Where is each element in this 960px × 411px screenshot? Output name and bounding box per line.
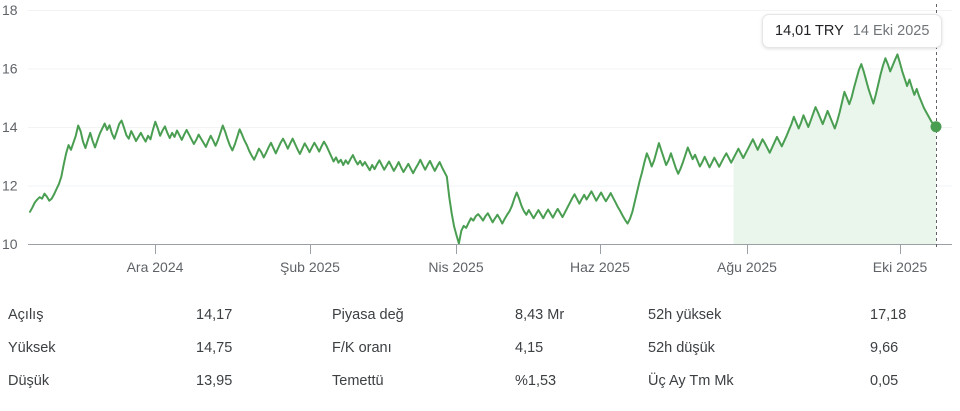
svg-text:18: 18 xyxy=(2,2,18,18)
chart-canvas[interactable]: 10 12 14 16 18 Ara 2024 Şub 2025 Nis 2025 Haz 2… xyxy=(0,0,960,282)
stat-label: 52h yüksek xyxy=(648,306,722,323)
stat-value: %1,53 xyxy=(515,372,557,389)
stat-value: 14,17 xyxy=(196,306,233,323)
price-tooltip: 14,01 TRY 14 Eki 2025 xyxy=(762,14,943,48)
stat-value: 17,18 xyxy=(870,306,907,323)
stat-value: 4,15 xyxy=(515,339,544,356)
stat-value: 9,66 xyxy=(870,339,899,356)
stats-column-2: Piyasa değ 8,43 Mr F/K oranı 4,15 Temett… xyxy=(324,284,640,411)
svg-text:14: 14 xyxy=(2,119,18,135)
stat-row: 52h yüksek 17,18 xyxy=(648,298,960,331)
stat-row: Üç Ay Tm Mk 0,05 xyxy=(648,364,960,397)
svg-text:12: 12 xyxy=(2,178,18,194)
svg-text:16: 16 xyxy=(2,61,18,77)
x-axis-labels: Ara 2024 Şub 2025 Nis 2025 Haz 2025 Ağu 2025… xyxy=(127,259,928,275)
tooltip-date: 14 Eki 2025 xyxy=(852,23,930,39)
stats-column-3: 52h yüksek 17,18 52h düşük 9,66 Üç Ay Tm… xyxy=(640,284,960,411)
stat-row: Temettü %1,53 xyxy=(332,364,640,397)
stats-column-1: Açılış 14,17 Yüksek 14,75 Düşük 13,95 xyxy=(0,284,324,411)
stat-row: 52h düşük 9,66 xyxy=(648,331,960,364)
stat-row: Düşük 13,95 xyxy=(8,364,324,397)
stat-value: 14,75 xyxy=(196,339,233,356)
price-line xyxy=(29,53,937,245)
stat-label: 52h düşük xyxy=(648,339,715,356)
stat-row: Piyasa değ 8,43 Mr xyxy=(332,298,640,331)
svg-text:Nis 2025: Nis 2025 xyxy=(428,259,483,275)
stat-label: Piyasa değ xyxy=(332,306,404,323)
stat-label: Açılış xyxy=(8,306,44,323)
stats-table: Açılış 14,17 Yüksek 14,75 Düşük 13,95 Pi… xyxy=(0,284,960,411)
stat-value: 0,05 xyxy=(870,372,899,389)
svg-text:10: 10 xyxy=(2,236,18,252)
stat-label: F/K oranı xyxy=(332,339,392,356)
stat-label: Düşük xyxy=(8,372,50,389)
stat-label: Üç Ay Tm Mk xyxy=(648,372,734,389)
tooltip-price: 14,01 TRY xyxy=(775,23,844,39)
svg-text:Şub 2025: Şub 2025 xyxy=(280,259,340,275)
stat-value: 13,95 xyxy=(196,372,233,389)
y-axis-labels: 10 12 14 16 18 xyxy=(2,2,18,252)
stat-label: Yüksek xyxy=(8,339,56,356)
stat-value: 8,43 Mr xyxy=(515,306,565,323)
svg-text:Ağu 2025: Ağu 2025 xyxy=(717,259,777,275)
price-area-fill xyxy=(733,54,936,245)
price-chart[interactable]: 10 12 14 16 18 Ara 2024 Şub 2025 Nis 2025 Haz 2… xyxy=(0,0,960,282)
svg-text:Ara 2024: Ara 2024 xyxy=(127,259,184,275)
stat-row: F/K oranı 4,15 xyxy=(332,331,640,364)
last-price-marker xyxy=(930,121,942,133)
svg-text:Eki 2025: Eki 2025 xyxy=(873,259,928,275)
stat-label: Temettü xyxy=(332,372,384,389)
svg-text:Haz 2025: Haz 2025 xyxy=(570,259,630,275)
x-axis-ticks xyxy=(155,245,901,254)
stat-row: Yüksek 14,75 xyxy=(8,331,324,364)
stat-row: Açılış 14,17 xyxy=(8,298,324,331)
